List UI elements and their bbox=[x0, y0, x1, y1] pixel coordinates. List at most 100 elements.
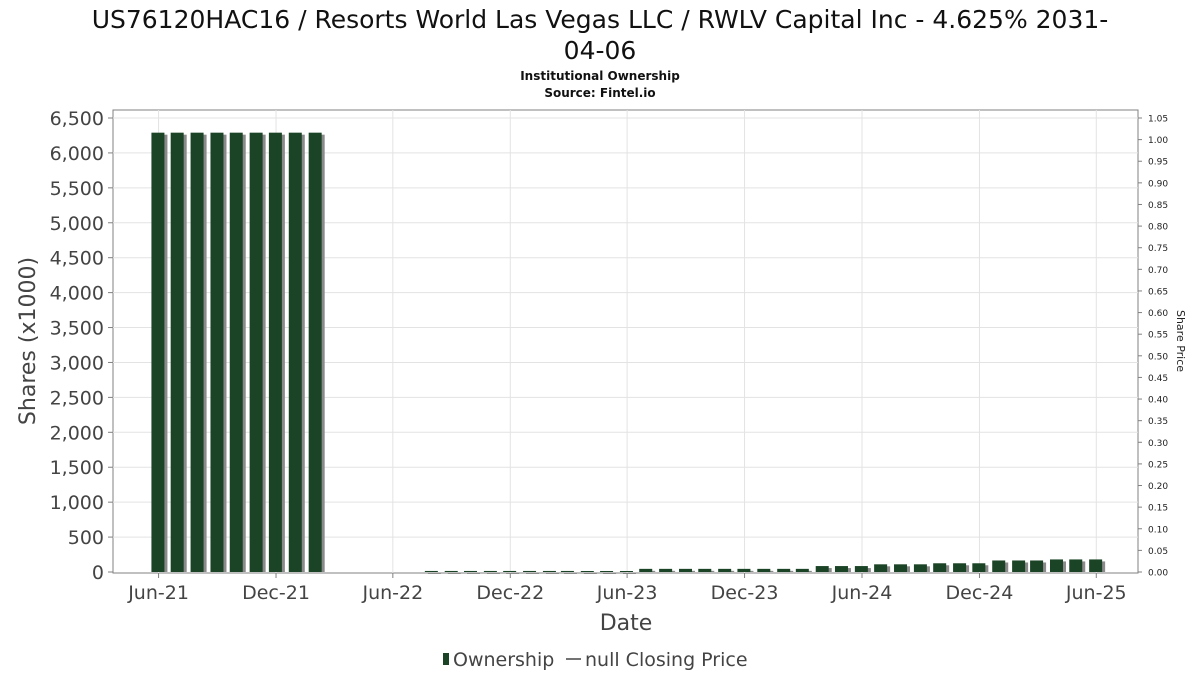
ownership-bar bbox=[639, 568, 653, 572]
ownership-bar bbox=[229, 132, 243, 572]
ownership-bar bbox=[288, 132, 302, 572]
ownership-bar bbox=[190, 132, 204, 572]
chart-subtitle: Institutional Ownership bbox=[520, 69, 680, 83]
y2-tick-label: 0.85 bbox=[1148, 201, 1168, 211]
y-tick-label: 1,000 bbox=[50, 492, 104, 514]
y-tick-label: 0 bbox=[92, 562, 104, 584]
y2-tick-label: 0.30 bbox=[1148, 439, 1168, 449]
y2-tick-label: 0.80 bbox=[1148, 223, 1168, 233]
ownership-bar bbox=[913, 564, 927, 572]
y2-tick-label: 0.90 bbox=[1148, 179, 1168, 189]
legend-ownership-swatch bbox=[443, 653, 449, 665]
x-axis-label: Date bbox=[600, 611, 653, 636]
ownership-bar bbox=[444, 570, 458, 572]
y2-tick-label: 0.55 bbox=[1148, 331, 1168, 341]
x-tick-label: Jun-25 bbox=[1065, 582, 1127, 604]
ownership-bar bbox=[580, 571, 594, 572]
y2-tick-label: 0.20 bbox=[1148, 482, 1168, 492]
ownership-bar bbox=[737, 568, 751, 572]
y2-tick-label: 0.15 bbox=[1148, 504, 1168, 514]
ownership-bar bbox=[1069, 559, 1083, 572]
bar-shadow bbox=[563, 572, 577, 574]
ownership-bar bbox=[874, 564, 888, 572]
y-tick-label: 5,000 bbox=[50, 213, 104, 235]
ownership-bar bbox=[992, 560, 1006, 572]
bar-shadow bbox=[545, 572, 559, 574]
bar-shadow bbox=[526, 572, 540, 574]
bar-shadow bbox=[486, 572, 500, 574]
ownership-bar bbox=[308, 132, 322, 572]
ownership-bar bbox=[1030, 560, 1044, 572]
x-tick-label: Dec-23 bbox=[711, 582, 779, 604]
ownership-bar bbox=[679, 568, 693, 572]
y2-tick-label: 0.60 bbox=[1148, 309, 1168, 319]
x-tick-label: Dec-21 bbox=[242, 582, 310, 604]
y-tick-label: 6,000 bbox=[50, 143, 104, 165]
ownership-bar bbox=[600, 571, 614, 572]
x-tick-label: Jun-24 bbox=[831, 582, 893, 604]
bars bbox=[151, 132, 1106, 574]
y-tick-label: 2,500 bbox=[50, 387, 104, 409]
ownership-bar bbox=[659, 568, 673, 572]
ownership-bar bbox=[834, 566, 848, 572]
y2-tick-label: 0.75 bbox=[1148, 244, 1168, 254]
plot-area bbox=[112, 109, 1139, 574]
x-tick-label: Jun-22 bbox=[361, 582, 423, 604]
ownership-bar bbox=[210, 132, 224, 572]
ownership-bar bbox=[1089, 559, 1103, 572]
chart-title-line2: 04-06 bbox=[564, 36, 637, 65]
bar-shadow bbox=[427, 572, 441, 574]
bar-shadow bbox=[603, 573, 617, 574]
y2-tick-label: 1.05 bbox=[1148, 115, 1168, 125]
ownership-bar bbox=[503, 570, 517, 572]
ownership-bar bbox=[1049, 559, 1063, 572]
ownership-bar bbox=[953, 563, 967, 572]
x-tick-label: Dec-22 bbox=[476, 582, 544, 604]
ownership-bar bbox=[560, 570, 574, 572]
ownership-bar bbox=[815, 566, 829, 572]
ownership-bar bbox=[1012, 560, 1026, 572]
y-tick-label: 4,500 bbox=[50, 248, 104, 270]
x-tick-label: Dec-24 bbox=[946, 582, 1014, 604]
bar-shadow bbox=[583, 573, 597, 574]
ownership-bar bbox=[972, 563, 986, 572]
y-tick-label: 3,000 bbox=[50, 352, 104, 374]
y-axis: 0 500 1,000 1,500 2,000 2,500 3,000 3,500 4,000 4… bbox=[50, 108, 113, 584]
ownership-bar bbox=[151, 132, 165, 572]
ownership-bar bbox=[718, 568, 732, 572]
y2-tick-label: 0.05 bbox=[1148, 547, 1168, 557]
ownership-bar bbox=[463, 570, 477, 572]
y-tick-label: 5,500 bbox=[50, 178, 104, 200]
y2-tick-label: 1.00 bbox=[1148, 136, 1168, 146]
ownership-bar bbox=[170, 132, 184, 572]
y2-tick-label: 0.25 bbox=[1148, 460, 1168, 470]
y2-tick-label: 0.95 bbox=[1148, 158, 1168, 168]
ownership-bar bbox=[777, 568, 791, 572]
y2-axis: 0.00 0.05 0.10 0.15 0.20 0.25 0.30 0.35 0.40 0.45… bbox=[1138, 115, 1168, 579]
y-tick-label: 6,500 bbox=[50, 108, 104, 130]
bar-shadow bbox=[622, 573, 636, 574]
y-tick-label: 3,500 bbox=[50, 318, 104, 340]
y2-tick-label: 0.50 bbox=[1148, 352, 1168, 362]
ownership-bar bbox=[523, 570, 537, 572]
y2-tick-label: 0.00 bbox=[1148, 569, 1168, 579]
y-axis-label: Shares (x1000) bbox=[16, 257, 41, 425]
legend-ownership-label: Ownership bbox=[453, 649, 554, 671]
y2-tick-label: 0.70 bbox=[1148, 266, 1168, 276]
y-tick-label: 4,000 bbox=[50, 283, 104, 305]
y2-tick-label: 0.10 bbox=[1148, 525, 1168, 535]
y2-tick-label: 0.65 bbox=[1148, 287, 1168, 297]
y-tick-label: 1,500 bbox=[50, 457, 104, 479]
bar-shadow bbox=[506, 572, 520, 574]
ownership-bar bbox=[854, 566, 868, 572]
chart-title-line1: US76120HAC16 / Resorts World Las Vegas L… bbox=[92, 5, 1109, 34]
legend-price-label: null Closing Price bbox=[585, 649, 748, 671]
ownership-bar bbox=[249, 132, 263, 572]
y-tick-label: 2,000 bbox=[50, 422, 104, 444]
y2-tick-label: 0.45 bbox=[1148, 374, 1168, 384]
y2-tick-label: 0.40 bbox=[1148, 396, 1168, 406]
bar-shadow bbox=[466, 572, 480, 574]
bar-shadow bbox=[447, 572, 461, 574]
